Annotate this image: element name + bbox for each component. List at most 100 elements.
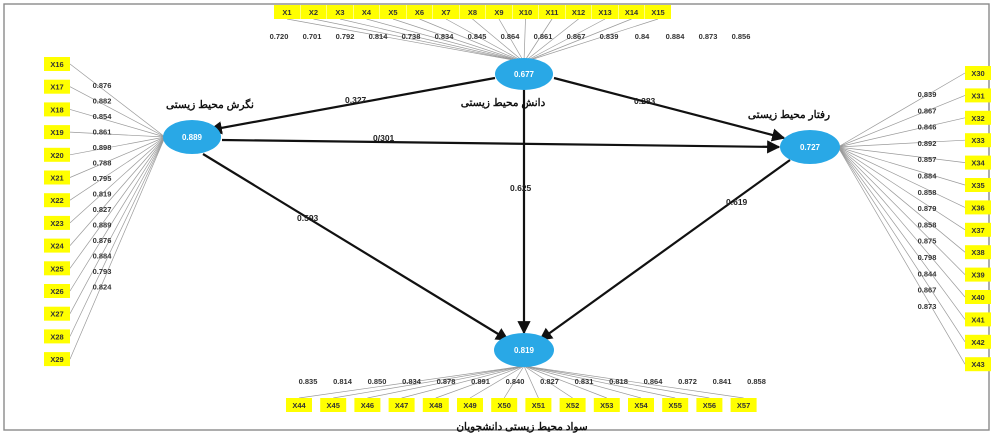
indicator-box xyxy=(44,147,70,162)
indicator-label: X24 xyxy=(50,242,64,251)
spoke-bottom xyxy=(523,365,710,399)
indicator-box xyxy=(457,398,483,412)
spoke-right xyxy=(837,117,966,148)
loading-label: 0.857 xyxy=(918,155,937,164)
indicator-label: X19 xyxy=(50,128,63,137)
loading-label: 0.845 xyxy=(468,32,487,41)
loading-label: 0.819 xyxy=(93,190,112,199)
loading-label: 0.835 xyxy=(299,377,318,386)
spoke-top xyxy=(286,18,525,63)
loading-label: 0.884 xyxy=(93,252,113,261)
indicator-box xyxy=(965,66,991,80)
spoke-top xyxy=(392,18,525,63)
indicator-box xyxy=(44,102,70,117)
indicator-label: X34 xyxy=(971,159,985,168)
indicator-label: X10 xyxy=(519,8,532,17)
indicator-box xyxy=(44,125,70,140)
loading-label: 0.873 xyxy=(699,32,718,41)
loading-label: 0.867 xyxy=(918,286,937,295)
loading-label: 0.864 xyxy=(501,32,521,41)
spoke-bottom xyxy=(333,365,525,399)
loading-label: 0.875 xyxy=(918,237,937,246)
loading-label: 0.884 xyxy=(666,32,686,41)
spoke-right xyxy=(837,146,966,342)
indicator-box xyxy=(44,238,70,253)
latent-attitude-ellipse[interactable] xyxy=(163,120,221,154)
spoke-right xyxy=(837,95,966,148)
indicator-box xyxy=(44,215,70,230)
loading-label: 0.882 xyxy=(93,97,112,106)
spoke-bottom xyxy=(523,365,607,399)
loading-label: 0.839 xyxy=(600,32,619,41)
loading-label: 0.788 xyxy=(93,159,112,168)
loading-label: 0.839 xyxy=(918,90,937,99)
loading-label: 0.861 xyxy=(534,32,553,41)
loading-label: 0.738 xyxy=(402,32,421,41)
indicator-label: X30 xyxy=(971,69,984,78)
latent-literacy-ellipse[interactable] xyxy=(494,333,554,367)
indicator-box xyxy=(730,398,757,412)
indicator-label: X48 xyxy=(429,401,442,410)
loading-label: 0.876 xyxy=(93,236,112,245)
spoke-right xyxy=(837,146,966,320)
latent-attitude-name: نگرش محیط زیستی xyxy=(166,97,254,111)
spoke-top xyxy=(523,18,632,63)
indicator-label: X23 xyxy=(50,219,63,228)
spoke-bottom xyxy=(469,365,525,399)
spoke-left xyxy=(69,136,166,314)
loading-label: 0.867 xyxy=(567,32,586,41)
loading-label: 0.878 xyxy=(437,377,456,386)
indicator-label: X54 xyxy=(634,401,648,410)
indicator-label: X13 xyxy=(598,8,611,17)
spoke-left xyxy=(69,136,166,269)
indicator-box xyxy=(274,5,300,19)
latent-attitude[interactable]: 0.889 نگرش محیط زیستی xyxy=(163,97,254,154)
latent-knowledge-name: دانش محیط زیستی xyxy=(461,97,546,109)
loading-label: 0.898 xyxy=(93,143,112,152)
spoke-right xyxy=(837,72,966,148)
indicator-label: X33 xyxy=(971,136,984,145)
latent-behavior[interactable]: 0.727 رفتار محیط زیستی xyxy=(748,109,840,164)
loading-label: 0.827 xyxy=(93,205,112,214)
indicator-box xyxy=(965,334,991,349)
indicator-label: X25 xyxy=(50,264,63,273)
indicator-box xyxy=(965,290,991,304)
indicator-label: X51 xyxy=(532,401,545,410)
indicator-label: X37 xyxy=(971,226,984,235)
indicator-box xyxy=(44,352,70,367)
spoke-top xyxy=(523,18,553,63)
spoke-bottom xyxy=(503,365,525,399)
loading-label: 0.876 xyxy=(93,81,112,90)
loading-label: 0.854 xyxy=(93,112,113,121)
latent-literacy[interactable]: 0.819 سواد محیط زیستی دانشجویان xyxy=(456,333,588,433)
loading-label: 0.872 xyxy=(678,377,697,386)
indicator-label: X39 xyxy=(971,271,984,280)
indicator-box xyxy=(459,5,486,19)
loading-label: 0.856 xyxy=(732,32,751,41)
spoke-left xyxy=(69,63,166,138)
indicator-label: X8 xyxy=(468,8,477,17)
indicator-box xyxy=(559,398,586,412)
indicator-box xyxy=(965,200,991,215)
latent-knowledge-ellipse[interactable] xyxy=(495,58,553,90)
spoke-left xyxy=(69,136,166,292)
indicator-box xyxy=(286,398,312,412)
spoke-top xyxy=(366,18,525,63)
loading-label: 0.798 xyxy=(918,253,937,262)
latent-behavior-ellipse[interactable] xyxy=(780,130,840,164)
indicator-label: X28 xyxy=(50,332,63,341)
loading-label: 0.884 xyxy=(918,172,938,181)
loading-label: 0.850 xyxy=(368,377,387,386)
loading-label: 0.824 xyxy=(93,283,113,292)
loading-label: 0.844 xyxy=(918,269,938,278)
coef-knowledge-literacy: 0.625 xyxy=(510,183,532,193)
indicator-boxes: X1 X2 X3 X4 X5 X6 X7 X8 X9 X10 X11 X12 X13 X14 X15 X16 X… xyxy=(44,5,991,412)
indicator-label: X44 xyxy=(292,401,306,410)
spoke-left xyxy=(69,136,166,337)
latent-literacy-name: سواد محیط زیستی دانشجویان xyxy=(456,421,588,433)
latent-knowledge[interactable]: 0.677 دانش محیط زیستی xyxy=(461,58,553,109)
latent-behavior-r2: 0.727 xyxy=(800,143,821,152)
indicator-box xyxy=(628,398,654,412)
